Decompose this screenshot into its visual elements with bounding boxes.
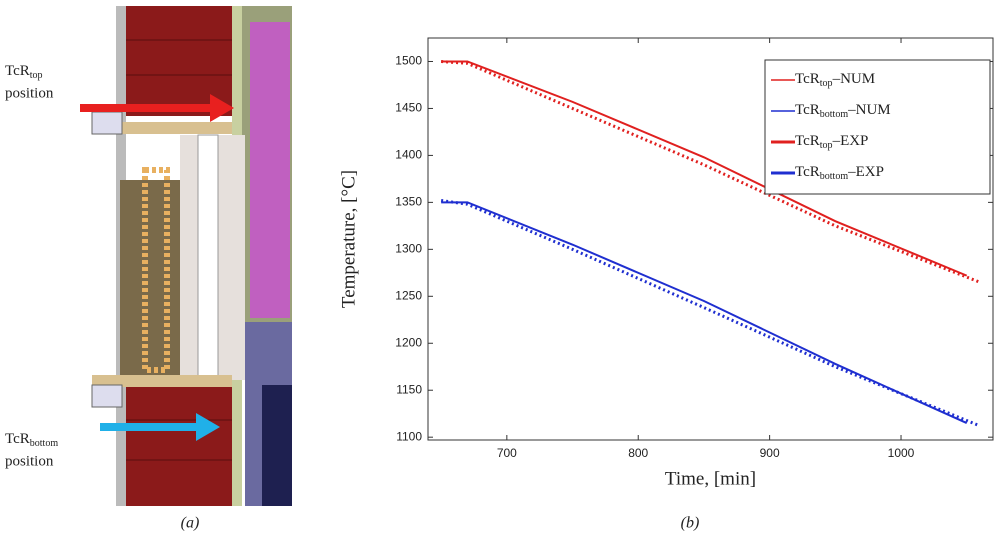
legend-suffix: –NUM — [832, 71, 876, 87]
legend-name: TcR — [795, 133, 820, 149]
label-name: TcR — [5, 63, 30, 79]
bottom-label-pos: position — [5, 453, 54, 469]
legend-sub: bottom — [820, 109, 849, 120]
panel-label: (a) — [181, 515, 200, 532]
y-tick-label: 1100 — [396, 429, 422, 443]
legend-sub: top — [820, 78, 833, 89]
x-axis-label: Time, [min] — [665, 468, 756, 489]
series-line — [441, 202, 967, 423]
y-tick-label: 1200 — [395, 335, 422, 349]
label-sub: top — [30, 70, 43, 81]
legend-sub: bottom — [820, 171, 849, 182]
label-sub: bottom — [30, 438, 59, 449]
x-tick-label: 1000 — [888, 446, 915, 460]
y-tick-label: 1500 — [395, 54, 422, 68]
y-tick-label: 1300 — [395, 242, 422, 256]
sample — [198, 135, 218, 380]
legend-suffix: –NUM — [847, 102, 891, 118]
y-tick-label: 1450 — [395, 101, 422, 115]
legend-suffix: –EXP — [832, 133, 869, 149]
x-tick-label: 800 — [628, 446, 648, 460]
legend-entry: TcRtop–NUM — [795, 71, 875, 89]
top-label: TcRtop — [5, 63, 43, 81]
figure: TcRtop position TcRbottom position (a) (… — [0, 0, 994, 544]
base-dark — [262, 385, 292, 506]
y-axis-label: Temperature, [°C] — [338, 170, 359, 308]
label-name: TcR — [5, 431, 30, 447]
bottom-label: TcRbottom — [5, 431, 58, 449]
diagram: TcRtop position TcRbottom position (a) — [5, 6, 292, 532]
heater-bottom — [126, 380, 232, 506]
legend-entry: TcRtop–EXP — [795, 133, 868, 151]
legend-sub: top — [820, 140, 833, 151]
clamp-top — [92, 112, 122, 134]
legend-name: TcR — [795, 71, 820, 87]
y-tick-label: 1150 — [396, 382, 422, 396]
panel-label: (b) — [681, 515, 700, 532]
x-tick-label: 700 — [497, 446, 517, 460]
legend-name: TcR — [795, 102, 820, 118]
crucible — [250, 22, 290, 318]
legend-name: TcR — [795, 164, 820, 180]
y-tick-label: 1400 — [395, 148, 422, 162]
clamp-bottom — [92, 385, 122, 407]
legend-suffix: –EXP — [847, 164, 884, 180]
top-label-pos: position — [5, 85, 54, 101]
y-tick-label: 1350 — [395, 195, 422, 209]
x-tick-label: 900 — [760, 446, 780, 460]
y-tick-label: 1250 — [395, 288, 422, 302]
holder — [120, 180, 180, 375]
